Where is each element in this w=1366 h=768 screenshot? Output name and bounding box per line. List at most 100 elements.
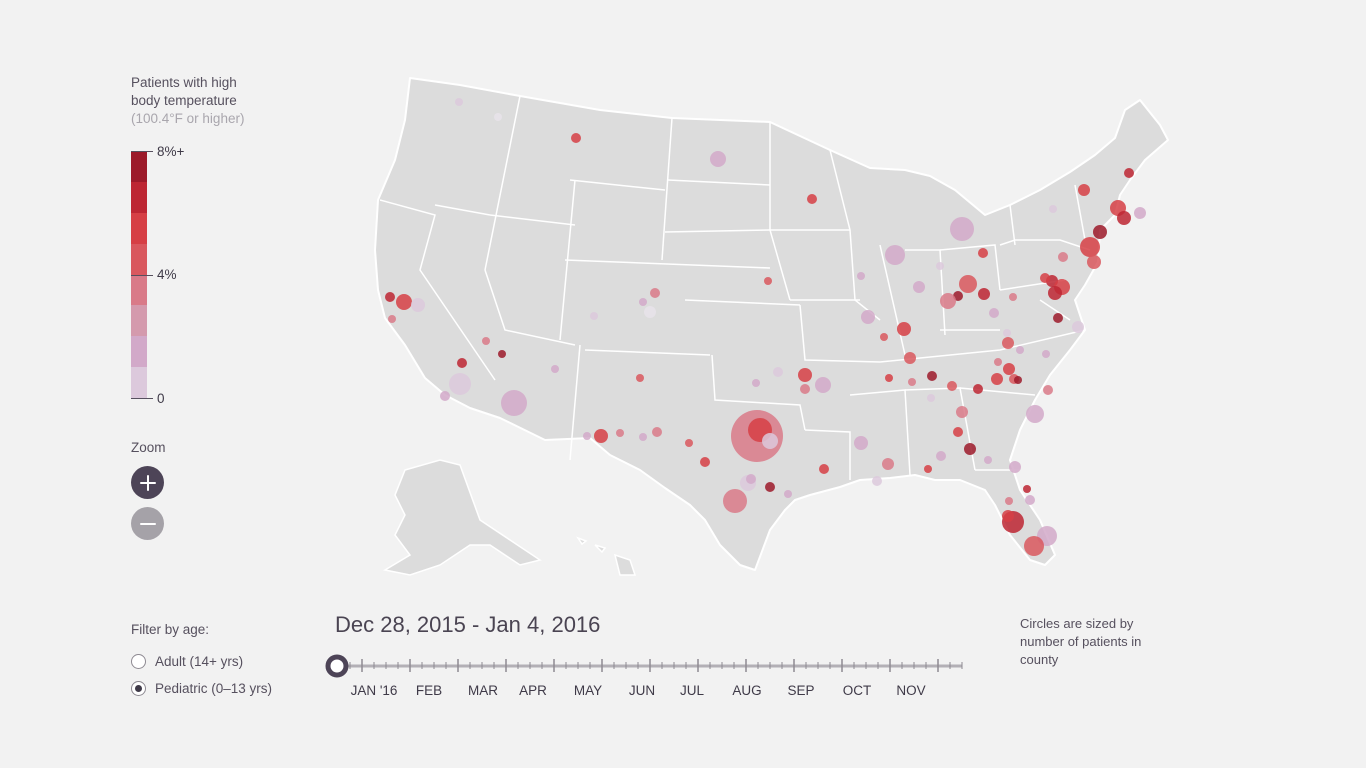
pediatric-label: Pediatric (0–13 yrs) <box>155 681 273 696</box>
county-bubble <box>1087 255 1101 269</box>
timeline-month-label[interactable]: APR <box>519 683 547 698</box>
county-bubble <box>636 374 644 382</box>
county-bubble <box>455 98 463 106</box>
colorbar-segment <box>131 151 147 182</box>
legend-max-label: 8%+ <box>157 144 185 159</box>
county-bubble <box>882 458 894 470</box>
zoom-in-button[interactable] <box>131 466 164 499</box>
alaska-shape <box>382 459 542 576</box>
timeline-month-label[interactable]: SEP <box>787 683 815 698</box>
county-bubble <box>904 352 916 364</box>
filter-option-adult[interactable]: Adult (14+ yrs) <box>131 654 243 669</box>
county-bubble <box>616 429 624 437</box>
county-bubble <box>861 310 875 324</box>
county-bubble <box>908 378 916 386</box>
county-bubble <box>924 465 932 473</box>
minus-icon <box>139 522 156 525</box>
colorbar-segment <box>131 336 147 368</box>
pediatric-radio[interactable] <box>131 681 146 696</box>
county-bubble <box>1014 376 1022 384</box>
date-range-title: Dec 28, 2015 - Jan 4, 2016 <box>335 612 601 637</box>
county-bubble <box>583 432 591 440</box>
county-bubble <box>854 436 868 450</box>
county-bubble <box>959 275 977 293</box>
colorbar-segment <box>131 274 147 306</box>
legend-subtitle: (100.4°F or higher) <box>131 111 245 126</box>
timeline-month-label[interactable]: JUN <box>628 683 656 698</box>
county-bubble <box>710 151 726 167</box>
county-bubble <box>991 373 1003 385</box>
county-bubble <box>973 384 983 394</box>
colorbar-segment <box>131 367 147 399</box>
county-bubble <box>773 367 783 377</box>
colorbar-segment <box>131 181 147 213</box>
us-map <box>374 77 1169 576</box>
plus-icon <box>139 474 156 491</box>
legend-title: Patients with high body temperature (100… <box>131 74 281 128</box>
timeline-month-label[interactable]: MAR <box>468 683 498 698</box>
county-bubble <box>956 406 968 418</box>
county-bubble <box>1049 205 1057 213</box>
county-bubble <box>1040 273 1050 283</box>
county-bubble <box>411 298 425 312</box>
county-bubble <box>978 288 990 300</box>
county-bubble <box>880 333 888 341</box>
county-bubble <box>798 368 812 382</box>
timeline-month-label[interactable]: AUG <box>732 683 762 698</box>
zoom-label: Zoom <box>131 440 166 455</box>
adult-radio[interactable] <box>131 654 146 669</box>
county-bubble <box>953 427 963 437</box>
county-bubbles <box>385 98 1146 556</box>
timeline-month-label[interactable]: JUL <box>679 683 705 698</box>
legend-tick-mid <box>131 275 153 276</box>
county-bubble <box>457 358 467 368</box>
county-bubble <box>1025 495 1035 505</box>
county-bubble <box>1043 385 1053 395</box>
county-bubble <box>385 292 395 302</box>
county-bubble <box>1117 211 1131 225</box>
county-bubble <box>1048 286 1062 300</box>
county-bubble <box>1134 207 1146 219</box>
county-bubble <box>1003 329 1011 337</box>
county-bubble <box>784 490 792 498</box>
county-bubble <box>927 371 937 381</box>
legend-title-line1: Patients with high <box>131 75 237 90</box>
county-bubble <box>723 489 747 513</box>
timeline-handle[interactable] <box>325 654 349 678</box>
county-bubble <box>964 443 976 455</box>
timeline-month-label[interactable]: JAN '16 <box>350 683 398 698</box>
county-bubble <box>764 277 772 285</box>
county-bubble <box>746 474 756 484</box>
county-bubble <box>1026 405 1044 423</box>
county-bubble <box>396 294 412 310</box>
county-bubble <box>571 133 581 143</box>
county-bubble <box>815 377 831 393</box>
timeline-month-label[interactable]: MAY <box>573 683 603 698</box>
legend-title-line2: body temperature <box>131 93 237 108</box>
timeline-month-label[interactable]: OCT <box>842 683 872 698</box>
legend-mid-label: 4% <box>157 267 177 282</box>
county-bubble <box>1042 350 1050 358</box>
county-bubble <box>650 288 660 298</box>
county-bubble <box>639 433 647 441</box>
legend-tick-max <box>131 151 153 152</box>
county-bubble <box>857 272 865 280</box>
county-bubble <box>872 476 882 486</box>
county-bubble <box>936 262 944 270</box>
county-bubble <box>449 373 471 395</box>
county-bubble <box>388 315 396 323</box>
filter-option-pediatric[interactable]: Pediatric (0–13 yrs) <box>131 681 272 696</box>
county-bubble <box>913 281 925 293</box>
county-bubble <box>1009 461 1021 473</box>
state-borders <box>379 95 1091 480</box>
county-bubble <box>590 312 598 320</box>
legend-colorbar <box>131 151 147 399</box>
county-bubble <box>940 293 956 309</box>
timeline-month-label[interactable]: FEB <box>415 683 443 698</box>
contiguous-us-shape <box>374 77 1169 571</box>
zoom-out-button[interactable] <box>131 507 164 540</box>
county-bubble <box>482 337 490 345</box>
alaska-hawaii <box>382 459 637 576</box>
timeline-month-label[interactable]: NOV <box>896 683 926 698</box>
timeline-slider[interactable] <box>320 650 980 682</box>
